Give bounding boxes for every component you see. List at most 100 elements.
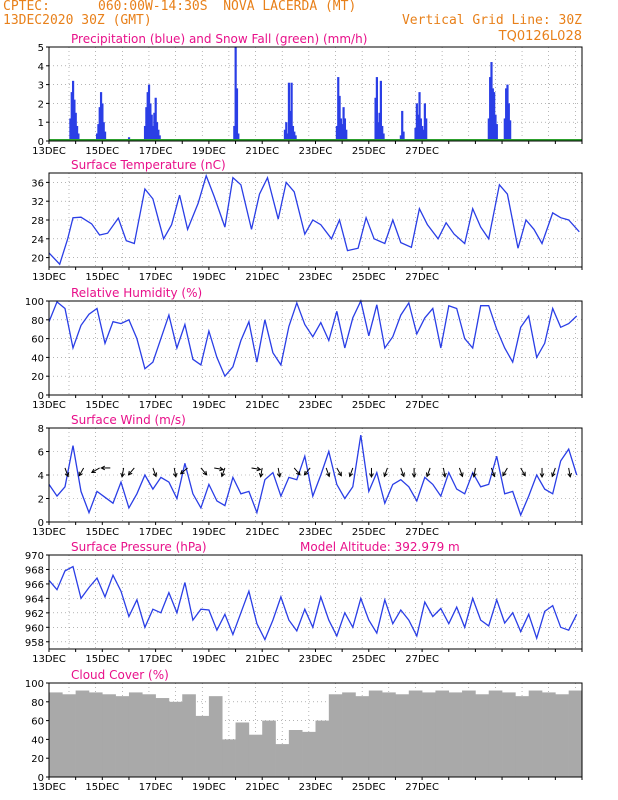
precip-bar [402, 131, 405, 141]
wind-arrow [121, 467, 125, 477]
rh-xtick-label: 15DEC [85, 400, 119, 411]
precip-bar [287, 82, 291, 141]
wind-arrow-head [400, 472, 405, 478]
wind-arrow-head [152, 472, 158, 478]
precip-bar [345, 129, 348, 141]
rh-xtick-label: 25DEC [352, 400, 386, 411]
temp-xtick-label: 23DEC [299, 272, 333, 283]
precip-bar [493, 92, 496, 141]
rh-ytick-label: 40 [31, 353, 44, 364]
wind-arrow [293, 467, 301, 476]
wind-arrow [442, 467, 446, 477]
precip-bar [157, 129, 160, 141]
precip-bar [401, 110, 404, 141]
precip-ytick-label: 0 [38, 137, 44, 148]
wind-arrow [383, 467, 388, 477]
temp-xtick-label: 21DEC [245, 272, 279, 283]
header-bar: CPTEC: 060:00W-14:30S NOVA LACERDA (MT) … [0, 0, 618, 40]
temp-xtick-label: 25DEC [352, 272, 386, 283]
precip-ytick-label: 1 [38, 118, 44, 129]
rh-xtick-label: 23DEC [299, 400, 333, 411]
precip-bar [422, 129, 425, 141]
wind-arrow-head [220, 472, 226, 478]
wind-arrow [200, 467, 208, 476]
pressure-xtick-label: 23DEC [299, 654, 333, 665]
cloud-bar [142, 694, 156, 777]
precip-bar [294, 135, 297, 141]
wind-arrow-head [472, 472, 477, 478]
precip-bar [503, 118, 506, 141]
pressure-xtick-label: 17DEC [139, 654, 173, 665]
precip-ytick-label: 5 [38, 43, 44, 54]
rh-ytick-label: 100 [25, 297, 44, 308]
wind-arrow [128, 467, 135, 476]
rh-xtick-label: 27DEC [405, 400, 439, 411]
temp-panel [46, 172, 583, 270]
precip-bar [419, 118, 422, 141]
precip-bar [494, 114, 497, 141]
wind-arrow [260, 467, 263, 477]
wind-arrow-head [567, 472, 572, 478]
temp-ytick-label: 32 [31, 197, 44, 208]
wind-arrow-head [325, 472, 331, 478]
wind-arrow [304, 467, 311, 476]
wind-arrow [221, 467, 226, 477]
precip-bar [335, 125, 339, 141]
precip-bar [145, 107, 148, 141]
cloud-bar [235, 722, 250, 777]
precip-bar [382, 133, 385, 141]
rh-xtick-label: 13DEC [32, 400, 66, 411]
cloud-bar [315, 720, 330, 777]
precip-bar [379, 80, 382, 141]
wind-arrow [458, 467, 463, 477]
cloud-bar [568, 690, 583, 777]
rh-ytick-label: 80 [31, 316, 44, 327]
precip-bar [495, 124, 498, 141]
precip-bar [98, 107, 101, 141]
precip-bar [97, 124, 100, 141]
precip-bar [425, 118, 428, 141]
precip-bar [337, 77, 340, 141]
wind-arrow [251, 467, 261, 471]
wind-arrow-head [303, 470, 309, 476]
wind-xtick-label: 19DEC [192, 527, 226, 538]
wind-line [48, 435, 578, 517]
precip-bar [158, 135, 161, 141]
precip-bar [75, 125, 79, 141]
precip-bar [338, 95, 341, 141]
cloud-bar [462, 690, 476, 777]
rh-xtick-label: 17DEC [139, 400, 173, 411]
precip-bar [487, 118, 490, 141]
wind-arrow-head [411, 473, 417, 478]
wind-arrow [152, 467, 157, 477]
cloud-xtick-label: 17DEC [139, 782, 173, 793]
precip-bar [414, 127, 417, 141]
wind-arrow [426, 467, 431, 477]
wind-arrow-head [551, 472, 556, 478]
grid-note-label: Vertical Grid Line: 30Z [401, 13, 582, 28]
cloud-bar [448, 692, 463, 777]
cloud-bar [475, 694, 490, 777]
temp-xtick-label: 15DEC [85, 272, 119, 283]
cloud-xtick-label: 15DEC [85, 782, 119, 793]
run-date-label: 13DEC2020 30Z (GMT) [3, 13, 152, 28]
wind-arrow-head [459, 472, 464, 478]
precip-bar [381, 125, 384, 141]
cloud-xtick-label: 13DEC [32, 782, 66, 793]
precip-xtick-label: 23DEC [299, 146, 333, 157]
precip-bar [341, 124, 344, 141]
wind-xtick-label: 17DEC [139, 527, 173, 538]
wind-xtick-label: 13DEC [32, 527, 66, 538]
wind-xtick-label: 15DEC [85, 527, 119, 538]
precip-bar [102, 122, 105, 141]
precip-ytick-label: 2 [38, 99, 44, 110]
wind-arrow-head [202, 470, 208, 476]
pressure-ytick-label: 958 [25, 638, 44, 649]
cloud-xtick-label: 27DEC [405, 782, 439, 793]
cloud-ytick-label: 60 [31, 717, 44, 728]
wind-panel [46, 427, 583, 525]
precip-xtick-label: 25DEC [352, 146, 386, 157]
wind-xtick-label: 21DEC [245, 527, 279, 538]
cloud-bar [515, 696, 529, 777]
cloud-ytick-label: 100 [25, 679, 44, 690]
